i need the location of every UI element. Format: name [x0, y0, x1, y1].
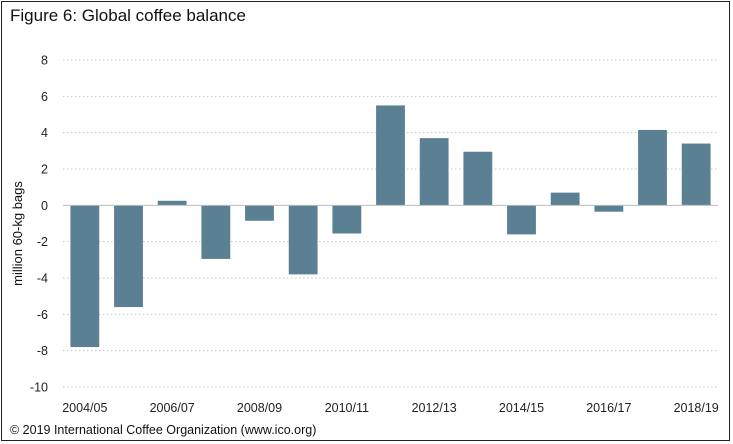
bar-2017-18 [638, 129, 667, 206]
bar-2015-16 [550, 192, 580, 206]
bar-2012-13 [419, 138, 449, 206]
x-tick-label: 2012/13 [412, 401, 457, 415]
x-tick-label: 2010/11 [325, 401, 369, 415]
bar-2014-15 [507, 205, 536, 235]
y-tick-label: 4 [41, 126, 48, 140]
bar-2018-19 [681, 143, 711, 206]
copyright-footer: © 2019 International Coffee Organization… [10, 423, 317, 437]
bar-2009-10 [288, 205, 318, 275]
x-tick-label: 2018/19 [674, 401, 719, 415]
y-axis-label: million 60-kg bags [10, 181, 25, 286]
bar-2010-11 [332, 205, 362, 234]
x-tick-label: 2006/07 [150, 401, 195, 415]
x-tick-label: 2016/17 [586, 401, 631, 415]
bar-2007-08 [201, 205, 231, 259]
bar-2013-14 [463, 151, 493, 206]
bar-2016-17 [594, 205, 624, 212]
y-tick-label: -4 [37, 272, 48, 286]
bar-2005-06 [114, 205, 143, 308]
y-tick-label: -2 [37, 235, 48, 249]
y-tick-label: 6 [41, 90, 48, 104]
y-tick-label: -8 [37, 344, 48, 358]
chart-title: Figure 6: Global coffee balance [10, 6, 246, 25]
y-tick-label: -6 [37, 308, 48, 322]
bar-2004-05 [70, 205, 100, 348]
bar-2011-12 [376, 105, 405, 206]
x-tick-label: 2014/15 [499, 401, 544, 415]
y-tick-label: -10 [30, 381, 48, 395]
y-tick-label: 8 [41, 54, 48, 68]
x-tick-label: 2008/09 [237, 401, 282, 415]
bar-2008-09 [245, 205, 274, 221]
x-tick-label: 2004/05 [62, 401, 107, 415]
y-tick-label: 0 [41, 199, 48, 213]
y-tick-label: 2 [41, 163, 48, 177]
bar-2006-07 [157, 200, 187, 206]
